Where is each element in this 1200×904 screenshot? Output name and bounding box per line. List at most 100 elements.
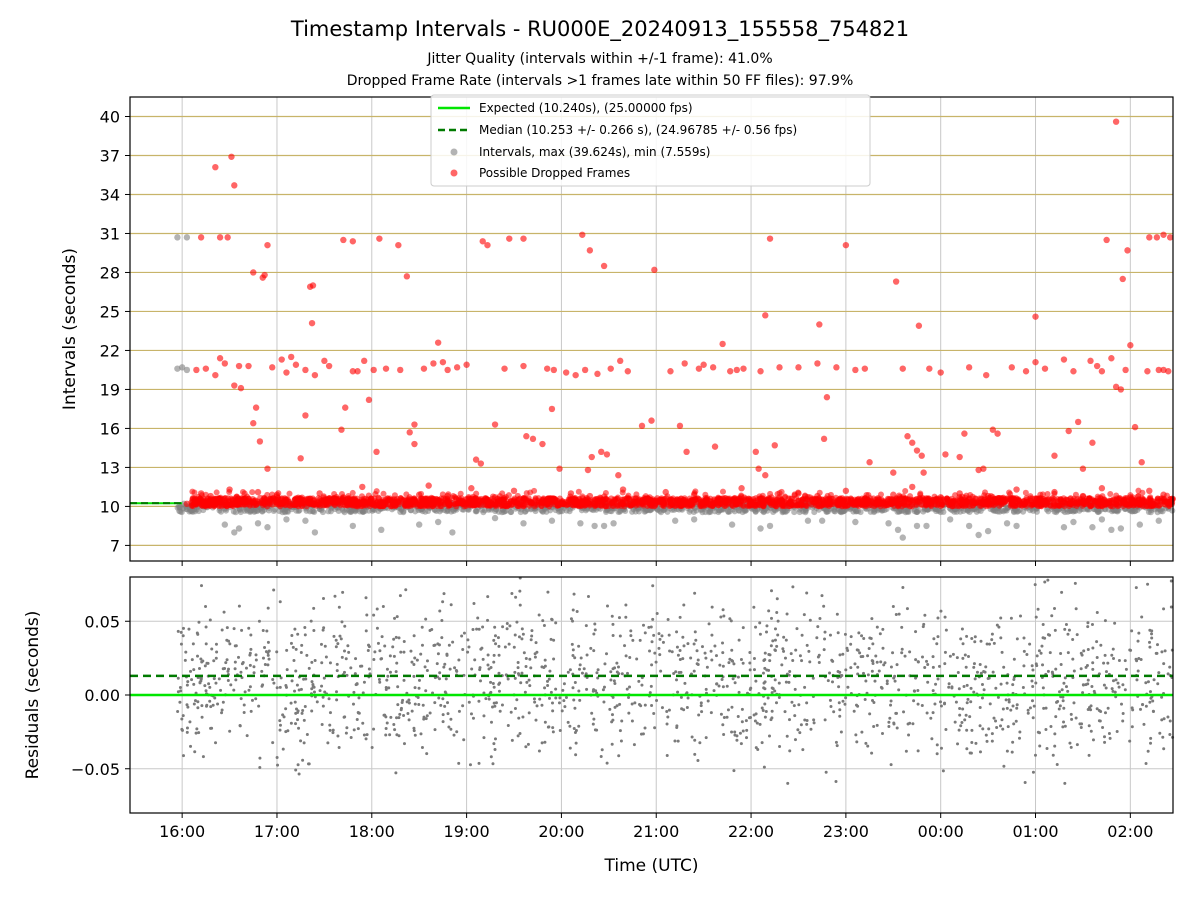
dropped-frame-point bbox=[683, 449, 689, 455]
interval-point bbox=[933, 508, 939, 514]
dropped-frame-point bbox=[430, 360, 436, 366]
residual-point bbox=[1103, 684, 1106, 687]
residual-point bbox=[1006, 707, 1009, 710]
dropped-frame-point bbox=[1165, 368, 1171, 374]
residual-point bbox=[534, 656, 537, 659]
residual-point bbox=[1047, 670, 1050, 673]
dropped-frame-point bbox=[350, 490, 356, 496]
residual-point bbox=[455, 730, 458, 733]
residual-point bbox=[1063, 782, 1066, 785]
residual-point bbox=[803, 613, 806, 616]
dropped-frame-point bbox=[1032, 313, 1038, 319]
residual-point bbox=[651, 618, 654, 621]
residual-point bbox=[563, 705, 566, 708]
dropped-frame-point bbox=[1061, 495, 1067, 501]
residual-point bbox=[403, 742, 406, 745]
residual-point bbox=[240, 697, 243, 700]
interval-point bbox=[923, 523, 929, 529]
dropped-frame-point bbox=[746, 503, 752, 509]
residual-point bbox=[999, 616, 1002, 619]
dropped-frame-point bbox=[760, 501, 766, 507]
dropped-frame-point bbox=[388, 497, 394, 503]
residual-point bbox=[1090, 730, 1093, 733]
intervals-y-tick-label: 31 bbox=[100, 224, 120, 243]
dropped-frame-point bbox=[521, 495, 527, 501]
dropped-frame-point bbox=[1132, 424, 1138, 430]
residual-point bbox=[913, 689, 916, 692]
dropped-frame-point bbox=[1070, 368, 1076, 374]
residual-point bbox=[785, 681, 788, 684]
residual-point bbox=[986, 740, 989, 743]
residual-point bbox=[611, 615, 614, 618]
intervals-y-tick-label: 19 bbox=[100, 380, 120, 399]
residual-point bbox=[322, 705, 325, 708]
dropped-frame-point bbox=[1066, 428, 1072, 434]
dropped-frame-point bbox=[1167, 234, 1173, 240]
residual-point bbox=[1169, 719, 1172, 722]
residual-point bbox=[396, 703, 399, 706]
residual-point bbox=[846, 686, 849, 689]
residual-point bbox=[866, 745, 869, 748]
residual-point bbox=[959, 724, 962, 727]
interval-point bbox=[672, 518, 678, 524]
residual-point bbox=[650, 704, 653, 707]
residual-point bbox=[408, 701, 411, 704]
residual-point bbox=[749, 687, 752, 690]
dropped-frame-point bbox=[785, 495, 791, 501]
residual-point bbox=[382, 605, 385, 608]
dropped-frame-point bbox=[611, 503, 617, 509]
residual-point bbox=[608, 708, 611, 711]
residual-point bbox=[245, 667, 248, 670]
interval-point bbox=[1099, 516, 1105, 522]
dropped-frame-point bbox=[1164, 499, 1170, 505]
residual-point bbox=[210, 648, 213, 651]
residual-point bbox=[1011, 741, 1014, 744]
residual-point bbox=[440, 636, 443, 639]
dropped-frame-point bbox=[625, 368, 631, 374]
dropped-frame-point bbox=[293, 362, 299, 368]
dropped-frame-point bbox=[269, 364, 275, 370]
residual-point bbox=[693, 753, 696, 756]
dropped-frame-point bbox=[647, 502, 653, 508]
residual-point bbox=[963, 685, 966, 688]
residual-point bbox=[631, 703, 634, 706]
dropped-frame-point bbox=[1108, 355, 1114, 361]
residual-point bbox=[365, 614, 368, 617]
residual-point bbox=[376, 627, 379, 630]
dropped-frame-point bbox=[282, 502, 288, 508]
interval-point bbox=[435, 519, 441, 525]
residual-point bbox=[831, 680, 834, 683]
dropped-frame-point bbox=[252, 498, 258, 504]
dropped-frame-point bbox=[651, 267, 657, 273]
dropped-frame-point bbox=[563, 369, 569, 375]
residual-point bbox=[251, 699, 254, 702]
residual-point bbox=[721, 678, 724, 681]
residual-point bbox=[944, 616, 947, 619]
residual-point bbox=[958, 687, 961, 690]
residual-point bbox=[310, 620, 313, 623]
dropped-frame-point bbox=[1099, 485, 1105, 491]
interval-point bbox=[352, 508, 358, 514]
residual-point bbox=[1135, 678, 1138, 681]
dropped-frame-point bbox=[193, 367, 199, 373]
residual-point bbox=[568, 725, 571, 728]
dropped-frame-point bbox=[531, 488, 537, 494]
interval-point bbox=[449, 529, 455, 535]
residual-point bbox=[704, 652, 707, 655]
residual-point bbox=[987, 727, 990, 730]
interval-point bbox=[1001, 508, 1007, 514]
interval-point bbox=[307, 508, 313, 514]
residual-point bbox=[925, 660, 928, 663]
residual-point bbox=[738, 639, 741, 642]
interval-point bbox=[691, 516, 697, 522]
residual-point bbox=[1125, 668, 1128, 671]
dropped-frame-point bbox=[956, 503, 962, 509]
residual-point bbox=[194, 699, 197, 702]
dropped-frame-point bbox=[833, 364, 839, 370]
interval-point bbox=[416, 521, 422, 527]
residual-point bbox=[947, 686, 950, 689]
dropped-frame-point bbox=[544, 365, 550, 371]
residual-point bbox=[795, 627, 798, 630]
interval-point bbox=[915, 509, 921, 515]
dropped-frame-point bbox=[411, 421, 417, 427]
